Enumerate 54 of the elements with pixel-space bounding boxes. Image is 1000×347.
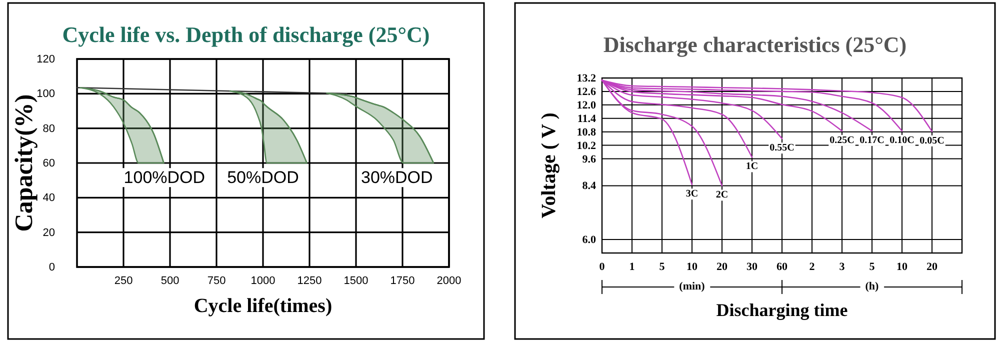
annotation: 50%DOD <box>227 168 299 188</box>
y-tick-label: 100 <box>36 88 55 100</box>
y-tick-label: 60 <box>42 158 55 170</box>
y-tick-label: 6.0 <box>582 234 596 246</box>
series-label: 0.55C <box>770 142 794 154</box>
x-tick-label: 2000 <box>436 274 462 287</box>
x-tick-label: 10 <box>686 260 698 273</box>
series-label: 0.17C <box>860 134 884 146</box>
y-tick-label: 12.6 <box>576 86 596 98</box>
x-tick-label: 250 <box>114 274 133 287</box>
x-axis-title: Discharging time <box>716 300 848 320</box>
x-tick-label: 2 <box>809 260 816 273</box>
y-tick-label: 9.6 <box>582 153 596 166</box>
y-tick-label: 40 <box>42 192 55 204</box>
y-axis-title: Capacity(%) <box>11 94 38 232</box>
x-axis-title: Cycle life(times) <box>194 295 332 317</box>
y-tick-label: 11.4 <box>577 112 596 125</box>
y-tick-label: 8.4 <box>582 180 596 192</box>
series-label: 2C <box>716 190 728 201</box>
x-tick-label: 1750 <box>390 274 415 287</box>
chart-title: Cycle life vs. Depth of discharge (25°C) <box>62 22 430 47</box>
y-tick-label: 20 <box>42 226 55 239</box>
x-tick-label: 0 <box>599 260 606 273</box>
x-tick-label: 750 <box>207 274 226 287</box>
x-tick-label: 30 <box>746 260 758 273</box>
text: (h) <box>865 280 880 293</box>
x-tick-label: 1 <box>629 260 635 273</box>
y-tick-label: 80 <box>42 122 55 135</box>
series-label: 3C <box>686 188 698 200</box>
series-label: 1C <box>746 161 758 172</box>
annotation: 100%DOD <box>124 168 206 188</box>
x-tick-label: 5 <box>659 260 666 273</box>
chart-title: Discharge characteristics (25°C) <box>603 32 907 57</box>
x-tick-label: 60 <box>776 260 788 273</box>
y-tick-label: 120 <box>36 54 55 66</box>
x-tick-label: 20 <box>926 260 938 273</box>
y-tick-label: 13.2 <box>576 72 596 85</box>
x-tick-label: 1000 <box>250 274 276 287</box>
y-tick-label: 10.2 <box>576 140 596 152</box>
x-tick-label: 10 <box>896 260 908 273</box>
x-tick-label: 1500 <box>344 274 368 287</box>
y-tick-label: 12.0 <box>576 99 596 112</box>
x-tick-label: 500 <box>160 274 180 287</box>
text: (min) <box>679 280 706 293</box>
annotation: 30%DOD <box>361 168 433 188</box>
series-label: 0.05C <box>920 135 944 146</box>
series-label: 0.25C <box>830 134 854 146</box>
y-axis-title: Voltage ( V ) <box>538 112 560 218</box>
x-tick-label: 5 <box>869 260 876 273</box>
x-tick-label: 1250 <box>297 274 322 287</box>
x-tick-label: 20 <box>716 260 728 273</box>
y-tick-label: 10.8 <box>576 126 596 138</box>
series-label: 0.10C <box>890 134 914 146</box>
x-tick-label: 3 <box>839 260 846 273</box>
